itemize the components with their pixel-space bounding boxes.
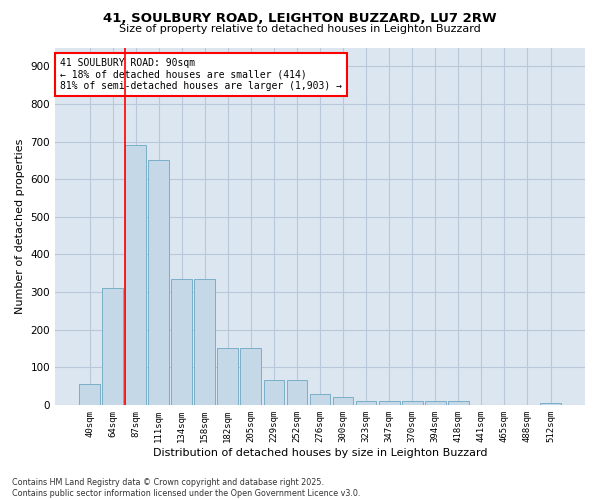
Bar bbox=[263, 380, 284, 405]
Bar bbox=[332, 398, 353, 405]
Bar bbox=[241, 348, 261, 405]
Text: Size of property relative to detached houses in Leighton Buzzard: Size of property relative to detached ho… bbox=[119, 24, 481, 34]
Bar bbox=[172, 279, 192, 405]
Bar bbox=[540, 403, 561, 405]
Bar bbox=[79, 384, 100, 405]
Bar bbox=[402, 401, 422, 405]
Bar bbox=[102, 288, 123, 405]
Bar bbox=[125, 146, 146, 405]
Text: 41, SOULBURY ROAD, LEIGHTON BUZZARD, LU7 2RW: 41, SOULBURY ROAD, LEIGHTON BUZZARD, LU7… bbox=[103, 12, 497, 26]
Text: 41 SOULBURY ROAD: 90sqm
← 18% of detached houses are smaller (414)
81% of semi-d: 41 SOULBURY ROAD: 90sqm ← 18% of detache… bbox=[61, 58, 343, 92]
Bar bbox=[194, 279, 215, 405]
Bar bbox=[287, 380, 307, 405]
Text: Contains HM Land Registry data © Crown copyright and database right 2025.
Contai: Contains HM Land Registry data © Crown c… bbox=[12, 478, 361, 498]
Bar bbox=[148, 160, 169, 405]
Bar bbox=[356, 401, 376, 405]
Bar bbox=[425, 401, 446, 405]
Bar bbox=[217, 348, 238, 405]
Bar bbox=[448, 401, 469, 405]
Bar bbox=[379, 401, 400, 405]
Bar bbox=[310, 394, 331, 405]
X-axis label: Distribution of detached houses by size in Leighton Buzzard: Distribution of detached houses by size … bbox=[153, 448, 487, 458]
Y-axis label: Number of detached properties: Number of detached properties bbox=[15, 138, 25, 314]
